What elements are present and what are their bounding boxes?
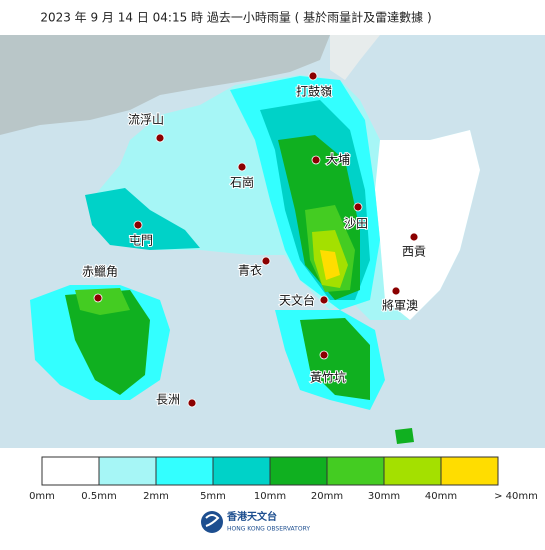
rain-yellow xyxy=(320,250,340,280)
mainland-east xyxy=(330,35,380,80)
station-marker xyxy=(237,162,247,172)
legend-label: 0mm xyxy=(29,491,55,502)
place-label: 屯門 xyxy=(129,234,153,248)
sai-kung xyxy=(375,130,480,320)
station-marker xyxy=(319,295,329,305)
legend-label: 20mm xyxy=(311,491,343,502)
legend-label: 10mm xyxy=(254,491,286,502)
mainland xyxy=(0,35,330,135)
place-label: 西貢 xyxy=(402,245,426,259)
lantau-rain xyxy=(65,290,150,395)
legend-swatch xyxy=(98,456,157,486)
legend-label: 0.5mm xyxy=(81,491,116,502)
station-marker xyxy=(353,202,363,212)
logo-en: HONG KONG OBSERVATORY xyxy=(227,526,310,533)
legend-swatch xyxy=(383,456,442,486)
station-marker xyxy=(311,155,321,165)
station-marker xyxy=(319,350,329,360)
place-label: 沙田 xyxy=(344,217,368,231)
station-marker xyxy=(409,232,419,242)
island-rain xyxy=(300,318,370,400)
logo-swirl xyxy=(205,514,220,527)
place-label: 將軍澳 xyxy=(382,298,418,313)
legend-swatch xyxy=(155,456,214,486)
place-label: 天文台 xyxy=(279,293,315,308)
place-label: 赤鱲角 xyxy=(82,265,118,279)
station-marker xyxy=(155,133,165,143)
place-label: 石崗 xyxy=(230,176,254,190)
title: 2023 年 9 月 14 日 04:15 時 過去一小時雨量 ( 基於雨量計及… xyxy=(40,10,431,25)
tuen-mun-rain xyxy=(85,188,200,250)
place-labels: 打鼓嶺 流浮山 大埔 石崗 沙田 屯門 西貢 青衣 赤鱲角 將軍澳 天文台 黃竹… xyxy=(81,84,427,408)
legend-label: 2mm xyxy=(143,491,169,502)
legend-swatch xyxy=(326,456,385,486)
legend-swatch xyxy=(212,456,271,486)
logo: 香港天文台 HONG KONG OBSERVATORY xyxy=(201,510,310,533)
logo-zh: 香港天文台 xyxy=(227,510,277,523)
station-marker xyxy=(261,256,271,266)
islet xyxy=(395,428,414,444)
map xyxy=(0,35,545,448)
airport-rain xyxy=(75,288,130,315)
station-marker xyxy=(391,286,401,296)
legend-swatch xyxy=(41,456,100,486)
legend: 0mm 0.5mm 2mm 5mm 10mm 20mm 30mm 40mm > 40mm xyxy=(29,456,538,502)
station-marker xyxy=(187,398,197,408)
legend-swatch xyxy=(269,456,328,486)
legend-label: 5mm xyxy=(200,491,226,502)
place-label: 流浮山 xyxy=(128,113,164,127)
place-label: 青衣 xyxy=(238,263,262,278)
stations xyxy=(93,71,419,408)
station-marker xyxy=(308,71,318,81)
legend-label: > 40mm xyxy=(494,491,538,502)
place-label: 長洲 xyxy=(156,393,180,407)
legend-swatch xyxy=(440,456,499,486)
place-label: 黃竹坑 xyxy=(310,370,346,385)
legend-label: 40mm xyxy=(425,491,457,502)
place-label: 打鼓嶺 xyxy=(296,85,332,99)
place-label: 大埔 xyxy=(326,153,350,167)
legend-label: 30mm xyxy=(368,491,400,502)
station-marker xyxy=(133,220,143,230)
station-marker xyxy=(93,293,103,303)
